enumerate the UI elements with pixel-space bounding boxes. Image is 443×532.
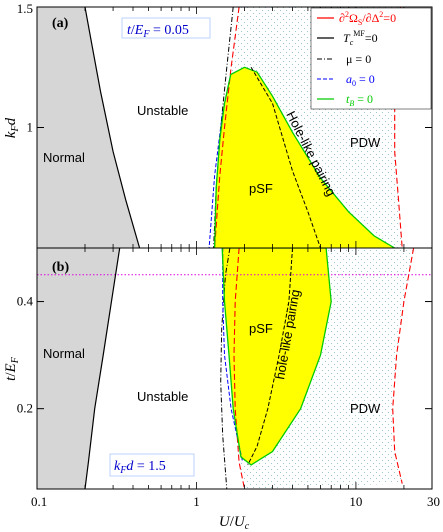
- panel-a-psf-region: [214, 67, 395, 248]
- panel-a-ylabel: kFd: [3, 117, 21, 138]
- panel-a-label-normal: Normal: [43, 150, 85, 165]
- panel-b-label-unstable: Unstable: [137, 389, 188, 404]
- x-tick-label: 1: [193, 494, 200, 509]
- x-tick-label: 0.1: [31, 494, 47, 509]
- panel-b-curve-t-b-0: [221, 248, 332, 466]
- panel-b: [37, 248, 432, 489]
- panel-b-curve-t-c-mf-0: [84, 248, 121, 489]
- legend-label-mu: μ = 0: [346, 52, 371, 66]
- panel-b-curve-d2omega-left: [233, 248, 246, 489]
- panel-a-normal-region: [37, 7, 140, 248]
- legend-label-tc: TcMF=0: [343, 29, 378, 47]
- panel-a-curve-d2omega-left: [214, 7, 240, 248]
- panel-a-param-label: t/EF = 0.05: [127, 23, 189, 40]
- panel-b-label-normal: Normal: [43, 346, 85, 361]
- panel-a-curves: [84, 7, 403, 248]
- panel-b-psf-region: [222, 248, 332, 465]
- panel-b-label-pdw: PDW: [350, 401, 381, 416]
- panel-a-ytick-label: 1: [27, 120, 34, 135]
- ticks: 1.5 1 0.4 0.2 0.1 1 10 30: [17, 1, 440, 509]
- panel-a-letter: (a): [52, 16, 69, 31]
- x-tick-label: 30: [427, 494, 440, 509]
- panel-b-label-psf: pSF: [249, 321, 273, 336]
- legend-label-tb: tB = 0: [346, 92, 373, 108]
- panel-b-ytick-label: 0.2: [17, 401, 33, 416]
- x-tick-label: 10: [349, 494, 362, 509]
- panel-b-curve-mu-0: [220, 248, 231, 489]
- panel-a-curve-t-c-mf-0: [84, 7, 141, 248]
- panel-b-param-box: [109, 453, 195, 477]
- panel-b-ylabel: t/EF: [3, 356, 21, 381]
- panel-b-curve-hole-like-divider: [247, 248, 293, 466]
- panel-a-curve-t-b-0-lower: [213, 74, 232, 248]
- panel-a-label-pdw: PDW: [350, 135, 381, 150]
- panel-a-ytick-label: 1.5: [17, 1, 33, 16]
- panel-b-letter: (b): [52, 260, 69, 275]
- panel-b-ytick-label: 0.4: [17, 294, 34, 309]
- panel-b-curves: [84, 248, 415, 489]
- panel-b-param-label: kFd = 1.5: [114, 459, 166, 476]
- panel-b-normal-region: [37, 248, 120, 489]
- legend-label-a0: a0 = 0: [346, 72, 375, 88]
- panel-a-curve-hole-like-divider: [250, 67, 321, 248]
- legend: ∂2ΩS/∂Δ2=0 TcMF=0 μ = 0 a0 = 0 tB = 0: [310, 7, 432, 110]
- x-axis-title: U/Uc: [219, 514, 250, 532]
- panel-a-label-psf: pSF: [249, 181, 273, 196]
- panel-a-curve-t-b-0-upper: [230, 66, 396, 248]
- panel-a-label-unstable: Unstable: [137, 103, 188, 118]
- panel-b-frame: [36, 247, 433, 490]
- panel-a-param-box: [121, 17, 211, 39]
- panel-b-curve-d2omega-right: [392, 248, 415, 484]
